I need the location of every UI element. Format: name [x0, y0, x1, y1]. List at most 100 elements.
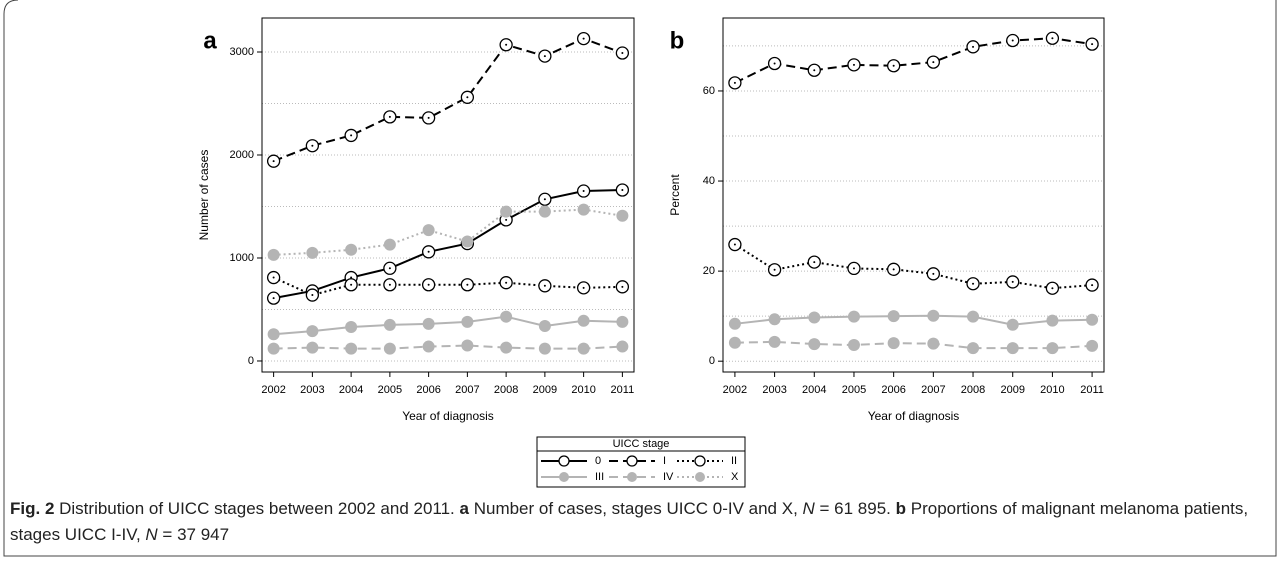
y-tick-label: 60	[703, 85, 715, 97]
marker-center	[972, 45, 975, 48]
marker-center	[621, 285, 624, 288]
marker-center	[350, 134, 353, 137]
x-tick-label: 2009	[1000, 384, 1024, 396]
marker	[887, 337, 900, 350]
marker-center	[621, 52, 624, 55]
y-tick-label: 0	[709, 355, 715, 367]
marker-center	[892, 64, 895, 67]
marker	[1086, 313, 1099, 326]
marker	[500, 341, 513, 354]
plot-frame	[261, 17, 635, 373]
marker-center	[582, 190, 585, 193]
marker-center	[466, 283, 469, 286]
marker	[345, 320, 358, 333]
marker	[345, 243, 358, 256]
marker	[267, 248, 280, 261]
marker	[1006, 318, 1019, 331]
marker	[808, 311, 821, 324]
marker	[306, 246, 319, 259]
caption-segment: Number of cases, stages UICC 0-IV and X,	[468, 499, 803, 518]
marker-center	[582, 37, 585, 40]
marker-center	[733, 81, 736, 84]
caption-segment: = 61 895.	[814, 499, 896, 518]
plot-frame	[722, 17, 1105, 373]
marker	[577, 314, 590, 327]
marker	[577, 342, 590, 355]
x-tick-label: 2010	[571, 384, 595, 396]
marker	[500, 205, 513, 218]
legend-label: I	[663, 455, 666, 467]
marker	[267, 328, 280, 341]
marker-center	[813, 261, 816, 264]
marker-center	[350, 283, 353, 286]
marker-center	[466, 96, 469, 99]
marker-center	[621, 189, 624, 192]
legend-label: II	[731, 455, 737, 467]
marker	[461, 315, 474, 328]
legend-marker	[559, 472, 569, 482]
marker	[927, 337, 940, 350]
marker-center	[733, 243, 736, 246]
legend-label: IV	[663, 471, 674, 483]
marker	[616, 209, 629, 222]
marker	[768, 335, 781, 348]
marker-center	[427, 283, 430, 286]
marker	[383, 238, 396, 251]
x-tick-label: 2004	[802, 384, 826, 396]
caption-segment: = 37 947	[157, 525, 230, 544]
legend-label: X	[731, 471, 739, 483]
marker-center	[1051, 37, 1054, 40]
y-tick-label: 40	[703, 175, 715, 187]
marker-center	[932, 61, 935, 64]
marker	[345, 342, 358, 355]
marker	[728, 317, 741, 330]
marker	[306, 341, 319, 354]
marker-center	[773, 268, 776, 271]
x-tick-label: 2002	[261, 384, 285, 396]
series-line	[734, 340, 1093, 350]
marker	[1006, 342, 1019, 355]
x-axis-label: Year of diagnosis	[868, 409, 960, 423]
series-line	[273, 315, 623, 336]
series-line	[273, 189, 623, 300]
marker	[422, 224, 435, 237]
series-line	[734, 37, 1093, 84]
marker-center	[505, 281, 508, 284]
marker-center	[505, 43, 508, 46]
series-line	[273, 37, 623, 163]
marker	[538, 342, 551, 355]
series-line	[273, 276, 623, 297]
x-tick-label: 2011	[1080, 384, 1104, 396]
caption-segment: b	[895, 499, 907, 518]
legend-marker	[627, 472, 637, 482]
x-tick-label: 2005	[842, 384, 866, 396]
marker-center	[852, 267, 855, 270]
legend-title: UICC stage	[613, 438, 670, 450]
marker	[1046, 342, 1059, 355]
marker-center	[350, 276, 353, 279]
marker	[847, 338, 860, 351]
series-line	[734, 243, 1093, 290]
marker	[422, 340, 435, 353]
panel-label: b	[670, 27, 685, 54]
x-tick-label: 2006	[881, 384, 905, 396]
marker	[967, 310, 980, 323]
caption-segment: Fig. 2	[10, 499, 55, 518]
x-tick-label: 2010	[1040, 384, 1064, 396]
marker	[383, 318, 396, 331]
legend-marker	[695, 472, 705, 482]
caption-segment: Distribution of UICC stages between 2002…	[54, 499, 460, 518]
legend-label: 0	[595, 455, 601, 467]
x-tick-label: 2005	[378, 384, 402, 396]
x-tick-label: 2002	[723, 384, 747, 396]
marker	[967, 342, 980, 355]
marker	[461, 339, 474, 352]
marker-center	[773, 62, 776, 65]
y-axis-label: Number of cases	[197, 150, 211, 241]
x-axis-label: Year of diagnosis	[402, 409, 494, 423]
legend-marker	[694, 455, 706, 467]
marker-center	[1051, 287, 1054, 290]
marker-center	[932, 272, 935, 275]
marker-center	[388, 115, 391, 118]
